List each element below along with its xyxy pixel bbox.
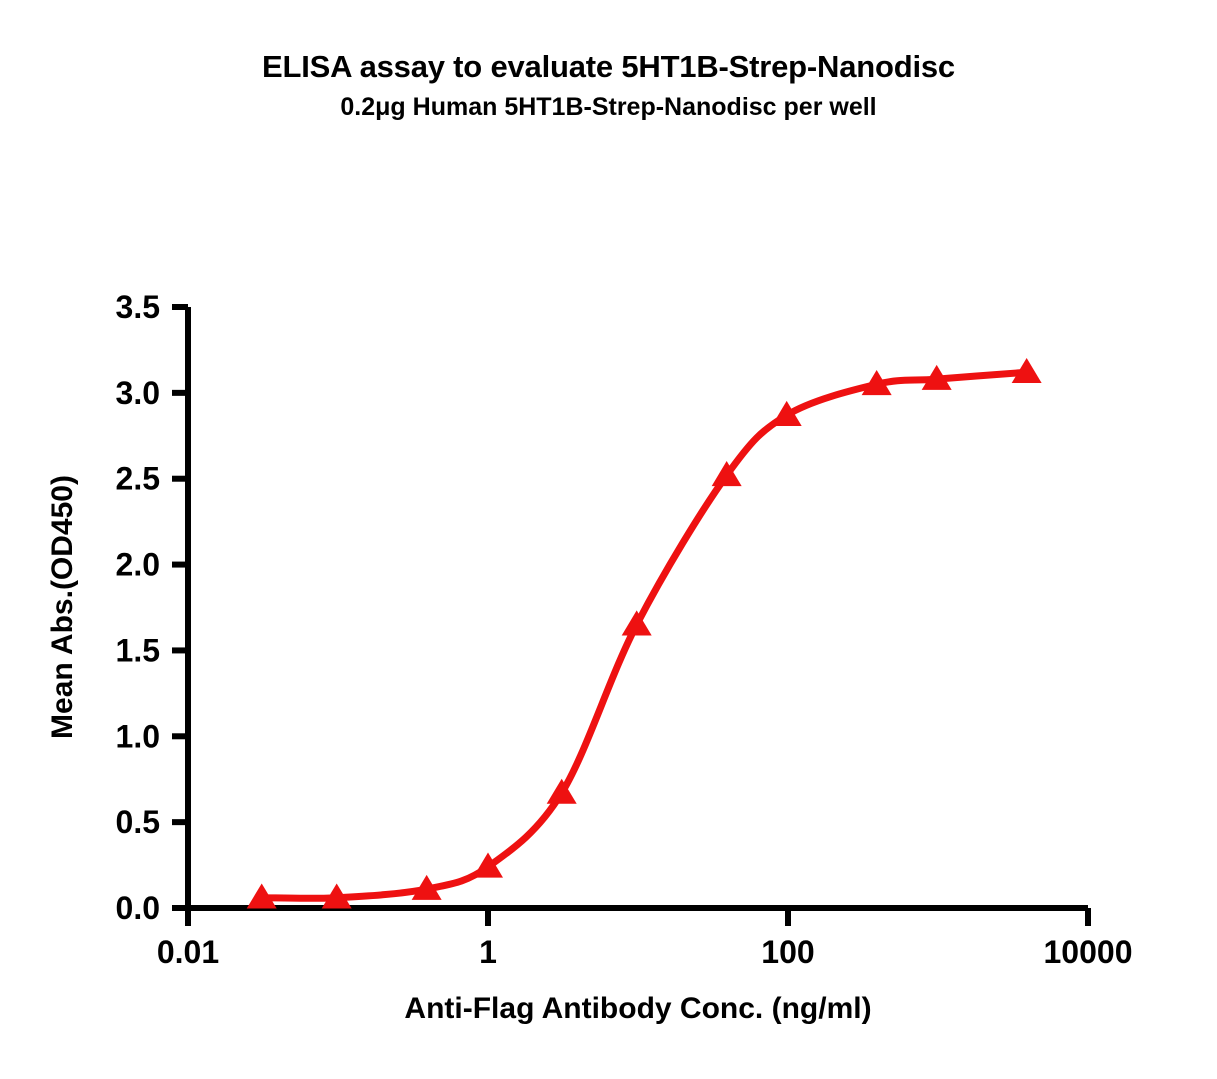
x-tick-label: 0.01 [157,934,219,970]
y-axis-ticks: 0.0 0.5 1.0 1.5 2.0 2.5 3.0 3.5 [116,289,188,926]
title-block: ELISA assay to evaluate 5HT1B-Strep-Nano… [0,48,1217,124]
data-point-marker [411,874,442,900]
data-point-marker [711,461,742,487]
y-tick-label: 0.5 [116,804,160,840]
chart-subtitle: 0.2μg Human 5HT1B-Strep-Nanodisc per wel… [340,93,877,121]
data-markers [246,358,1042,909]
data-point-marker [861,370,892,396]
data-point-marker [473,852,503,878]
x-axis-title: Anti-Flag Antibody Conc. (ng/ml) [404,992,871,1025]
data-point-marker [921,364,952,390]
y-tick-label: 3.5 [116,289,160,325]
x-axis-ticks: 0.01 1 100 10000 [157,908,1133,970]
y-axis-title: Mean Abs.(OD450) [46,475,79,739]
y-tick-label: 1.0 [116,718,160,754]
y-tick-label: 1.5 [116,632,160,668]
chart-title: ELISA assay to evaluate 5HT1B-Strep-Nano… [262,49,955,84]
data-point-marker [621,610,652,636]
data-point-marker [1011,358,1042,384]
data-point-marker [546,778,577,804]
x-tick-label: 100 [761,934,814,970]
data-point-marker [246,883,277,909]
x-tick-label: 10000 [1044,934,1133,970]
y-tick-label: 0.0 [116,890,160,926]
data-point-marker [771,400,802,426]
y-tick-label: 3.0 [116,375,160,411]
y-tick-label: 2.5 [116,461,160,497]
x-tick-label: 1 [479,934,497,970]
data-point-marker [321,883,352,909]
y-tick-label: 2.0 [116,547,160,583]
